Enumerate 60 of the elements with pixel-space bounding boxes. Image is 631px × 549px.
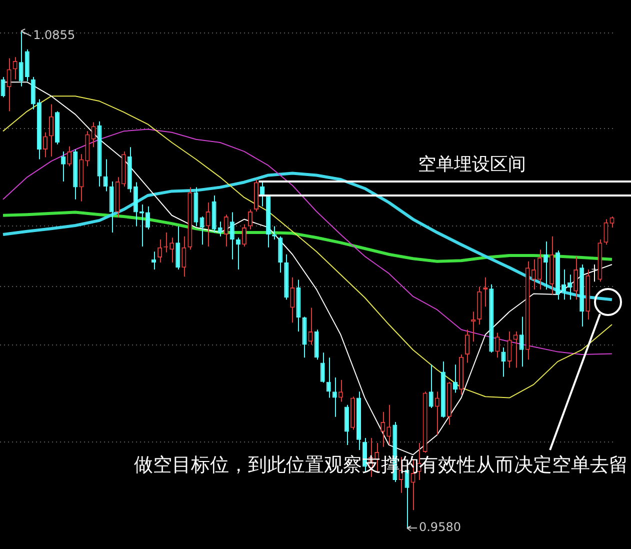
candlestick xyxy=(574,256,578,300)
candlestick xyxy=(531,258,536,290)
candlestick xyxy=(230,212,234,260)
candlestick xyxy=(158,239,162,264)
candlestick xyxy=(519,316,524,368)
candlestick xyxy=(308,307,313,346)
candlestick xyxy=(604,218,608,246)
candlestick xyxy=(145,206,150,230)
candlestick xyxy=(452,364,458,394)
candlestick xyxy=(182,236,186,278)
candlestick xyxy=(61,150,66,182)
ref-line-label: 空单埋设区间 xyxy=(418,154,526,176)
candlestick xyxy=(224,214,228,248)
candlestick xyxy=(18,30,24,87)
candlestick xyxy=(103,158,108,192)
candlestick xyxy=(151,251,156,270)
candlestick xyxy=(537,249,542,290)
candlestick xyxy=(278,236,283,274)
candlestick xyxy=(109,180,114,234)
candlestick xyxy=(248,209,252,230)
candlestick xyxy=(338,379,343,402)
candlestick xyxy=(200,216,204,246)
candlestick xyxy=(344,404,349,446)
candlestick xyxy=(290,276,295,324)
candlestick xyxy=(501,347,506,378)
candlestick xyxy=(434,391,440,436)
candlestick xyxy=(67,146,72,167)
annotation: 0.9580 xyxy=(418,520,461,534)
candlestick xyxy=(543,240,548,290)
candlestick xyxy=(483,276,488,308)
candlestick xyxy=(465,329,470,364)
candlestick xyxy=(218,221,222,237)
candlestick xyxy=(30,76,36,110)
candlestick xyxy=(236,237,240,270)
candlestick xyxy=(170,237,174,264)
candlestick xyxy=(242,224,246,248)
candlestick xyxy=(332,377,337,418)
candlestick xyxy=(326,357,331,398)
candlestick xyxy=(568,274,572,300)
annotation: 1.0855 xyxy=(33,28,76,42)
candlestick xyxy=(206,202,210,248)
candlestick xyxy=(513,331,518,368)
candlestick xyxy=(561,269,566,300)
candlestick xyxy=(24,48,30,82)
candlestick xyxy=(0,76,6,98)
candlestick xyxy=(42,132,48,158)
candlestick xyxy=(471,311,476,342)
candlestick xyxy=(386,404,392,446)
candlestick xyxy=(6,58,12,112)
candlestick xyxy=(428,364,434,408)
candlestick xyxy=(91,122,96,148)
candlestick xyxy=(320,352,325,384)
candlestick xyxy=(176,226,180,270)
candlestick xyxy=(507,331,512,368)
candlestick xyxy=(610,216,614,228)
candlestick xyxy=(12,56,18,80)
candlestick xyxy=(380,411,386,448)
candlestick xyxy=(133,182,138,227)
candlestick xyxy=(48,104,54,158)
candlestick xyxy=(495,332,500,358)
